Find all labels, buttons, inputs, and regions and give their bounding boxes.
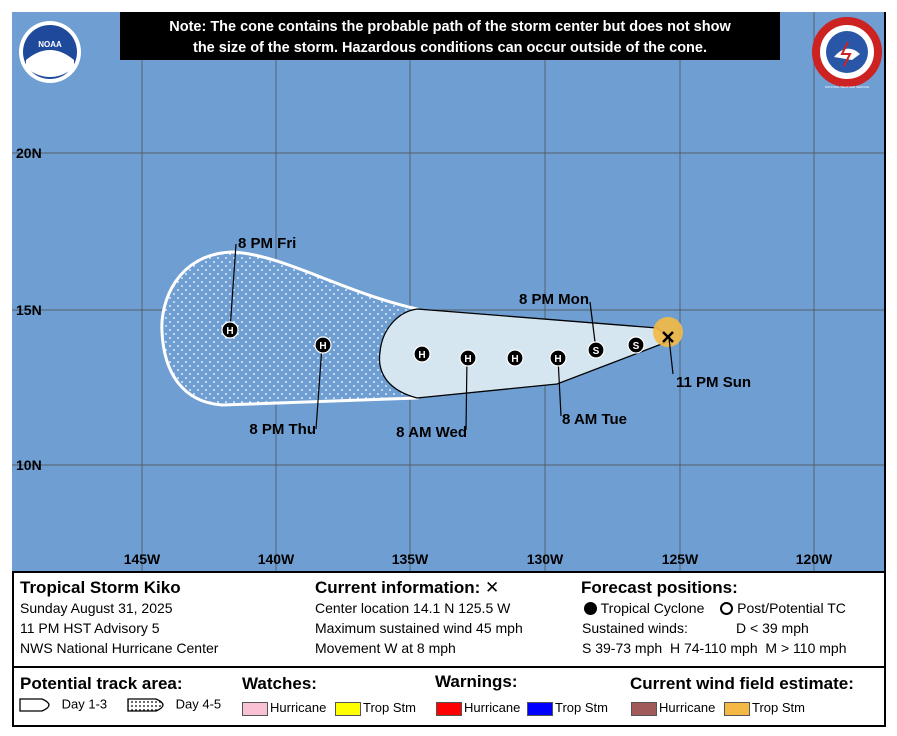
day13-legend: Day 1-3	[18, 696, 107, 714]
wind-hurricane: Hurricane	[631, 700, 715, 716]
warn-trop-stm: Trop Stm	[527, 700, 608, 716]
s-label: S 39-73 mph	[582, 640, 663, 656]
watch-hurricane-swatch	[242, 701, 268, 716]
latitude-label: 15N	[16, 302, 42, 318]
marker-type-letter: S	[633, 341, 640, 352]
max-wind: Maximum sustained wind 45 mph	[315, 620, 523, 636]
wind-categories: S 39-73 mph H 74-110 mph M > 110 mph	[582, 640, 846, 656]
note-line-2: the size of the storm. Hazardous conditi…	[193, 40, 707, 56]
cone-day-1-3	[378, 308, 674, 399]
watch-trop-stm: Trop Stm	[335, 700, 416, 716]
issuing-center: NWS National Hurricane Center	[20, 640, 219, 656]
h-label: H 74-110 mph	[669, 640, 758, 656]
wind-field-title: Current wind field estimate:	[630, 674, 854, 693]
latitude-label: 10N	[16, 457, 42, 473]
day45-label: Day 4-5	[175, 696, 222, 712]
storm-name: Tropical Storm Kiko	[20, 578, 181, 597]
marker-type-letter: S	[593, 346, 600, 357]
legend-panel: Tropical Storm Kiko Sunday August 31, 20…	[14, 571, 884, 725]
current-info-x-icon: ✕	[485, 578, 500, 597]
legend-divider	[14, 666, 884, 668]
forecast-position-marker: H	[549, 349, 567, 367]
forecast-position-marker: H	[506, 349, 524, 367]
tropical-cyclone-dot-icon	[584, 602, 597, 615]
wind-trop-stm: Trop Stm	[724, 700, 805, 716]
svg-text:NOAA: NOAA	[38, 40, 62, 49]
longitude-label: 120W	[796, 551, 833, 567]
post-tc-circle-icon	[720, 602, 734, 615]
longitude-label: 135W	[392, 551, 429, 567]
marker-type-letter: H	[418, 350, 425, 361]
movement: Movement W at 8 mph	[315, 640, 456, 656]
warn-hurricane: Hurricane	[436, 700, 520, 716]
center-location: Center location 14.1 N 125.5 W	[315, 600, 511, 616]
warn-hurricane-label: Hurricane	[464, 700, 521, 715]
wind-field-trop-stm	[653, 317, 683, 347]
current-info-title: Current information: ✕	[315, 578, 499, 598]
longitude-label: 140W	[258, 551, 295, 567]
m-label: M > 110 mph	[765, 640, 847, 656]
day13-label: Day 1-3	[61, 696, 108, 712]
watch-ts-label: Trop Stm	[363, 700, 416, 715]
forecast-time-label: 8 AM Wed	[396, 424, 467, 441]
marker-type-letter: H	[226, 326, 233, 337]
forecast-title: Forecast positions:	[581, 578, 738, 597]
post-tc-label: Post/Potential TC	[737, 600, 846, 616]
marker-type-letter: H	[554, 354, 561, 365]
grid	[12, 12, 884, 571]
day45-legend: Day 4-5	[126, 696, 221, 714]
marker-type-letter: H	[464, 354, 471, 365]
wind-ts-swatch	[724, 701, 750, 716]
watch-hurricane-label: Hurricane	[270, 700, 327, 715]
forecast-position-marker: S	[587, 341, 605, 359]
longitude-label: 145W	[124, 551, 161, 567]
watches-title: Watches:	[242, 674, 317, 693]
track-area-title: Potential track area:	[20, 674, 183, 693]
forecast-time-label: 8 PM Thu	[249, 421, 316, 438]
map-area: H H H H H H S S 8 PM Fri 8 PM Thu 8 AM Wed 8 AM Tu…	[12, 12, 884, 571]
current-info-title-text: Current information:	[315, 578, 481, 597]
forecast-time-label: 8 PM Fri	[238, 235, 296, 252]
sustained-label: Sustained winds:	[582, 620, 688, 636]
wind-hurricane-label: Hurricane	[659, 700, 716, 715]
current-position-x	[662, 331, 674, 343]
forecast-position-marker: H	[314, 336, 332, 354]
warn-ts-swatch	[527, 701, 553, 716]
forecast-position-marker: H	[221, 321, 239, 339]
day13-cone-icon	[19, 698, 50, 712]
wind-ts-label: Trop Stm	[752, 700, 805, 715]
noaa-logo: NOAA	[19, 21, 81, 83]
latitude-label: 20N	[16, 145, 42, 161]
cone-day-4-5	[160, 250, 419, 407]
forecast-symbols: Tropical Cyclone Post/Potential TC	[584, 600, 846, 616]
advisory: 11 PM HST Advisory 5	[20, 620, 160, 636]
current-label: 11 PM Sun	[676, 374, 751, 391]
note-line-1: Note: The cone contains the probable pat…	[169, 19, 731, 35]
forecast-time-label: 8 AM Tue	[562, 411, 627, 428]
watch-hurricane: Hurricane	[242, 700, 326, 716]
forecast-time-label: 8 PM Mon	[519, 291, 589, 308]
legend-top-border	[14, 571, 884, 573]
day45-cone-icon	[127, 698, 164, 712]
warn-ts-label: Trop Stm	[555, 700, 608, 715]
watch-ts-swatch	[335, 701, 361, 716]
forecast-position-marker: H	[413, 345, 431, 363]
note-box	[120, 12, 780, 60]
wind-hurricane-swatch	[631, 701, 657, 716]
tc-label: Tropical Cyclone	[600, 600, 705, 616]
storm-date: Sunday August 31, 2025	[20, 600, 173, 616]
longitude-label: 130W	[527, 551, 564, 567]
marker-type-letter: H	[319, 341, 326, 352]
warn-hurricane-swatch	[436, 701, 462, 716]
svg-text:NATIONAL WEATHER SERVICE: NATIONAL WEATHER SERVICE	[825, 85, 869, 89]
forecast-position-marker: S	[627, 336, 645, 354]
longitude-label: 125W	[662, 551, 699, 567]
marker-type-letter: H	[511, 354, 518, 365]
warnings-title: Warnings:	[435, 672, 518, 691]
forecast-position-marker: H	[459, 349, 477, 367]
ocean	[12, 12, 884, 571]
nws-logo: NATIONAL WEATHER SERVICE	[812, 17, 882, 89]
d-label: D < 39 mph	[736, 620, 809, 636]
